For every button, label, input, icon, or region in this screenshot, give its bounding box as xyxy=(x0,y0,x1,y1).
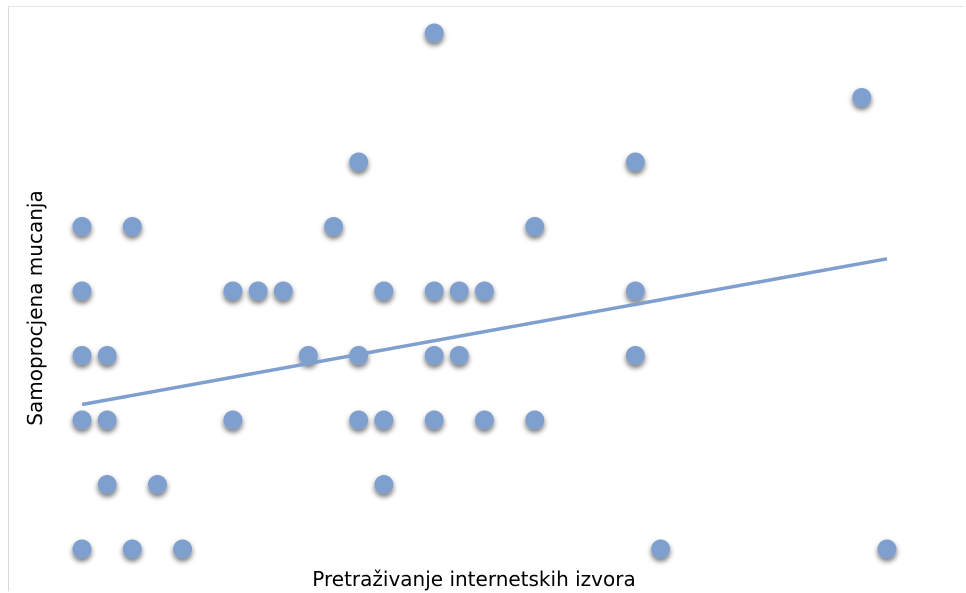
data-point-24 xyxy=(72,281,92,301)
data-point-19 xyxy=(298,346,318,365)
data-point-27 xyxy=(273,281,293,301)
data-point-5 xyxy=(877,539,897,559)
data-point-28 xyxy=(374,281,394,301)
data-point-22 xyxy=(449,346,469,365)
data-point-4 xyxy=(651,539,671,559)
trendline-layer xyxy=(81,257,888,407)
data-point-15 xyxy=(475,410,494,430)
trendline xyxy=(81,257,888,407)
data-point-38 xyxy=(625,152,645,172)
data-point-31 xyxy=(475,281,494,301)
data-point-23 xyxy=(625,346,645,365)
data-point-34 xyxy=(122,217,142,236)
data-point-40 xyxy=(424,23,444,43)
data-point-25 xyxy=(223,281,243,301)
data-point-2 xyxy=(122,539,142,559)
data-point-26 xyxy=(248,281,268,301)
data-point-1 xyxy=(72,539,92,559)
data-point-14 xyxy=(424,410,444,430)
chart-frame xyxy=(8,6,964,591)
data-point-33 xyxy=(72,217,92,236)
data-point-7 xyxy=(148,475,167,494)
data-point-13 xyxy=(374,410,394,430)
data-point-3 xyxy=(173,539,193,559)
data-points xyxy=(72,23,897,559)
data-point-17 xyxy=(72,346,92,365)
y-axis-title: Samoprocjena mucanja xyxy=(23,190,47,425)
data-point-11 xyxy=(223,410,243,430)
data-point-32 xyxy=(625,281,645,301)
data-point-9 xyxy=(72,410,92,430)
data-point-16 xyxy=(525,410,545,430)
data-point-37 xyxy=(349,152,369,172)
data-point-29 xyxy=(424,281,444,301)
data-point-18 xyxy=(97,346,117,365)
data-point-36 xyxy=(525,217,545,236)
data-point-10 xyxy=(97,410,117,430)
data-point-39 xyxy=(852,88,872,107)
data-point-6 xyxy=(97,475,117,494)
x-axis-title: Pretraživanje internetskih izvora xyxy=(312,567,635,591)
data-point-35 xyxy=(324,217,344,236)
data-point-30 xyxy=(449,281,469,301)
data-point-21 xyxy=(424,346,444,365)
data-point-12 xyxy=(349,410,369,430)
data-point-8 xyxy=(374,475,394,494)
